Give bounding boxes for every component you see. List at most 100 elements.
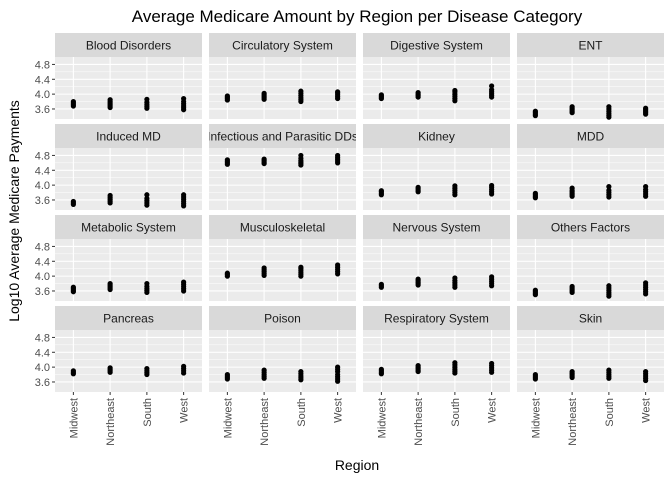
data-point [643,105,649,111]
data-point [70,198,76,205]
data-point [144,280,150,287]
facet-panel: Circulatory System [209,33,356,119]
y-tick-label: 4.8 [35,150,50,162]
facet-panel: Blood Disorders 3.6 4.0 4.4 4.8 [35,33,202,119]
facet-strip [517,33,664,57]
facet-label: Musculoskeletal [240,221,325,235]
x-tick-label: West [179,398,191,423]
data-point [532,190,538,196]
plot-background [55,148,202,210]
facet-panel: Nervous System [363,215,510,301]
chart-title: Average Medicare Amount by Region per Di… [132,7,583,26]
x-tick-label: West [641,398,653,423]
facet-panel: Infectious and Parasitic DDs [207,124,358,210]
data-point [378,92,384,98]
y-tick-label: 4.8 [35,59,50,71]
plot-background [363,148,510,210]
x-tick-label: South [450,398,462,427]
facet-strip [55,215,202,239]
plot-background [363,239,510,301]
facet-strip [517,306,664,330]
data-point [489,274,495,280]
y-tick-label: 3.6 [35,377,50,389]
facet-strip [209,33,356,57]
data-point [378,366,384,372]
data-point [378,281,384,287]
facet-panel: Induced MD 3.6 4.0 4.4 4.8 [35,124,202,210]
plot-background [517,330,664,392]
y-tick-label: 4.4 [35,347,50,359]
plot-background [55,330,202,392]
data-point [261,156,267,162]
facet-label: Others Factors [551,221,630,235]
facet-strip [55,124,202,148]
data-point [569,368,575,375]
data-point [415,184,421,190]
x-tick-label: Midwest [376,398,388,438]
data-point [452,183,458,189]
plot-background [517,148,664,210]
data-point [569,104,575,110]
data-point [107,192,113,199]
facet-label: Kidney [418,130,455,144]
x-tick-label: West [487,398,499,423]
facet-panel: Digestive System [363,33,510,119]
facet-panel: Skin Midwest Northeast South West [517,306,664,446]
data-point [181,363,187,369]
facet-panel: MDD [517,124,664,210]
data-point [298,88,304,94]
y-tick-label: 4.0 [35,362,50,374]
facet-label: Induced MD [96,130,161,144]
plot-background [55,239,202,301]
data-point [335,89,341,95]
facet-label: Poison [264,312,301,326]
facet-label: Pancreas [103,312,154,326]
facet-strip [363,124,510,148]
facet-label: Respiratory System [384,312,489,326]
data-point [181,279,187,285]
data-point [452,87,458,94]
data-point [144,192,150,198]
data-point [489,87,495,93]
facet-strip [55,33,202,57]
data-point [606,184,612,190]
facet-strip [363,215,510,239]
plot-background [209,57,356,119]
y-tick-label: 4.4 [35,165,50,177]
x-tick-label: Midwest [222,398,234,438]
facet-panel: Musculoskeletal [209,215,356,301]
facet-panel: Kidney [363,124,510,210]
facet-label: Digestive System [390,39,483,53]
data-point [70,98,76,105]
x-tick-label: South [604,398,616,427]
data-point [224,93,230,99]
y-tick-label: 4.0 [35,89,50,101]
data-point [643,368,649,375]
data-point [224,270,230,276]
data-point [298,368,304,375]
data-point [606,104,612,110]
data-point [224,371,230,378]
data-point [606,187,612,193]
x-tick-label: Northeast [413,398,425,446]
plot-background [209,148,356,210]
plot-background [363,57,510,119]
data-point [532,287,538,293]
data-point [335,364,341,370]
x-axis-title: Region [335,457,379,473]
data-point [144,195,150,202]
y-tick-label: 4.8 [35,332,50,344]
facet-label: Metabolic System [81,221,176,235]
x-tick-label: Northeast [105,398,117,446]
facet-label: Infectious and Parasitic DDs [207,130,358,144]
y-tick-label: 4.0 [35,180,50,192]
facet-strip [363,33,510,57]
data-point [181,192,187,198]
facet-label: Nervous System [392,221,480,235]
data-point [643,184,649,190]
facet-panel: Others Factors [517,215,664,301]
data-point [569,283,575,290]
x-tick-label: Midwest [530,398,542,438]
x-tick-label: Midwest [68,398,80,438]
